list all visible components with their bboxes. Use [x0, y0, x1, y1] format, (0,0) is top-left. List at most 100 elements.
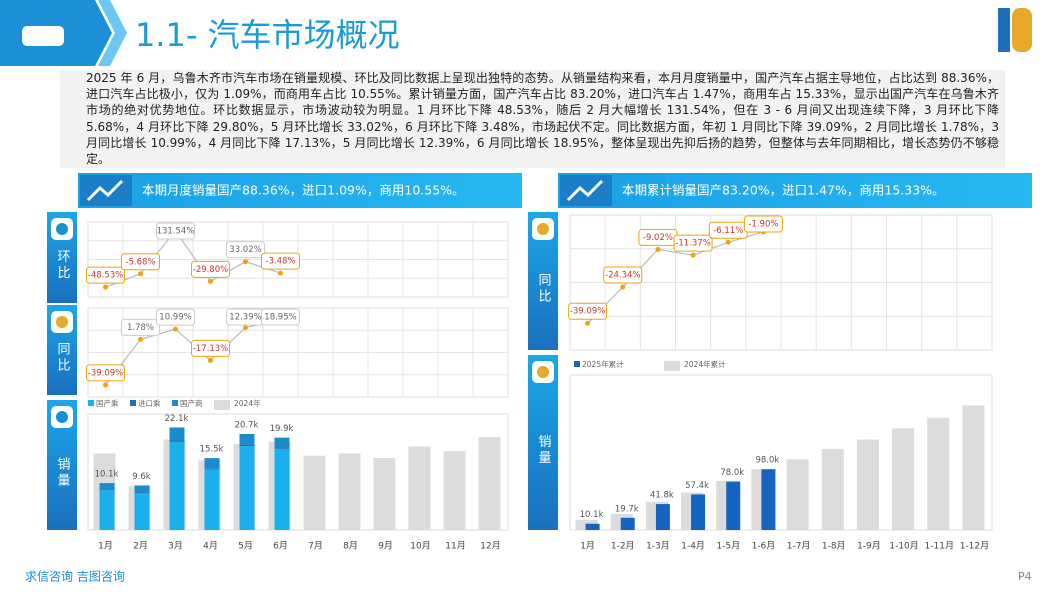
- total-label: 22.1k: [165, 414, 189, 424]
- bar: [99, 483, 115, 490]
- bar: [303, 455, 326, 530]
- label-box: [226, 241, 265, 259]
- title: 1.1- 汽车市场概况: [135, 16, 400, 54]
- data-label: -24.34%: [605, 271, 640, 281]
- label-box: [261, 252, 300, 270]
- data-label: 18.95%: [264, 313, 296, 323]
- label-box: [673, 234, 713, 252]
- x-tick-label: 5月: [238, 541, 253, 552]
- data-label: 12.39%: [229, 313, 261, 323]
- legend-swatch: [172, 400, 178, 406]
- logo: [1012, 8, 1032, 52]
- bar: [239, 433, 255, 445]
- summary: 2025 年 6 月，乌鲁木齐市汽车市场在销量规模、环比及同比数据上呈现出独特的…: [60, 70, 1005, 168]
- data-label: 57.4k: [685, 481, 709, 491]
- logo: [998, 8, 1010, 52]
- bar: [655, 504, 670, 530]
- x-tick-label: 1-12月: [960, 541, 989, 552]
- data-label: -39.09%: [570, 307, 605, 317]
- bar: [585, 523, 600, 530]
- point: [103, 382, 108, 388]
- point: [655, 246, 661, 252]
- line: [105, 229, 281, 288]
- x-tick-label: 1-10月: [889, 541, 918, 552]
- point: [103, 284, 108, 290]
- side-label: 销量: [536, 435, 552, 467]
- bar: [761, 469, 776, 530]
- point: [725, 239, 731, 245]
- legend-label: 国产乘: [96, 398, 119, 408]
- bar: [99, 490, 115, 530]
- footer-brand: 求信咨询 吉图咨询: [25, 569, 125, 584]
- data-label: -48.53%: [88, 271, 123, 281]
- bar: [239, 446, 255, 530]
- side-label: 销量: [55, 457, 71, 489]
- data-label: 1.78%: [127, 323, 154, 333]
- x-tick-label: 1-2月: [611, 541, 635, 552]
- bar: [134, 491, 150, 493]
- plot-area: [569, 374, 993, 531]
- x-tick-label: 1-4月: [681, 541, 705, 552]
- car-icon: [22, 26, 64, 46]
- point: [243, 259, 248, 265]
- data-label: -29.80%: [193, 265, 228, 275]
- bar: [620, 517, 635, 530]
- banner-icon-box: [80, 175, 132, 206]
- side-box: [528, 355, 558, 530]
- header-chevron-accent: [98, 0, 127, 66]
- bar: [821, 449, 844, 530]
- x-tick-label: 1-5月: [716, 541, 740, 552]
- point: [138, 336, 143, 342]
- x-tick-label: 1-9月: [857, 541, 881, 552]
- bar: [274, 447, 290, 449]
- banner-icon-box: [560, 175, 612, 206]
- bar: [204, 468, 220, 470]
- legend-swatch: [664, 361, 680, 371]
- bar: [274, 437, 290, 448]
- label-box: [156, 222, 195, 240]
- label-box: [261, 308, 300, 326]
- bar: [856, 439, 879, 530]
- point: [208, 357, 213, 363]
- side-icon-dot: [537, 366, 549, 378]
- legend-swatch: [88, 400, 94, 406]
- label-box: [156, 308, 195, 326]
- x-tick-label: 1-7月: [787, 541, 811, 552]
- bar: [373, 458, 396, 530]
- bar: [786, 459, 809, 530]
- bar: [962, 405, 985, 530]
- bar: [204, 469, 220, 530]
- side-label: 环比: [55, 250, 71, 282]
- point: [173, 326, 178, 332]
- x-tick-label: 3月: [168, 541, 183, 552]
- side-label: 同比: [536, 273, 551, 305]
- line: [587, 231, 764, 324]
- legend-label: 进口乘: [138, 398, 161, 408]
- x-tick-label: 1-8月: [822, 541, 846, 552]
- side-icon-dot: [56, 411, 68, 423]
- point: [208, 278, 213, 284]
- bar: [169, 441, 185, 530]
- banner: [558, 173, 1032, 208]
- label-box: [121, 253, 160, 271]
- x-tick-label: 1-11月: [925, 541, 954, 552]
- x-tick-label: 1-6月: [752, 541, 776, 552]
- legend-swatch: [574, 361, 580, 367]
- data-label: -5.68%: [125, 257, 155, 267]
- legend-label: 2025年累计: [582, 359, 624, 369]
- bar: [134, 492, 150, 530]
- point: [278, 270, 283, 276]
- label-box: [568, 302, 608, 320]
- point: [243, 325, 248, 331]
- label-box: [86, 364, 125, 382]
- side-icon-dot: [537, 223, 549, 235]
- data-label: 10.1k: [580, 510, 604, 520]
- total-label: 10.1k: [95, 470, 119, 480]
- bar: [99, 489, 115, 491]
- bar: [408, 446, 431, 530]
- bar: [338, 453, 361, 530]
- legend-label: 2024年累计: [684, 359, 726, 369]
- data-label: -1.90%: [748, 220, 778, 230]
- bar: [169, 440, 185, 442]
